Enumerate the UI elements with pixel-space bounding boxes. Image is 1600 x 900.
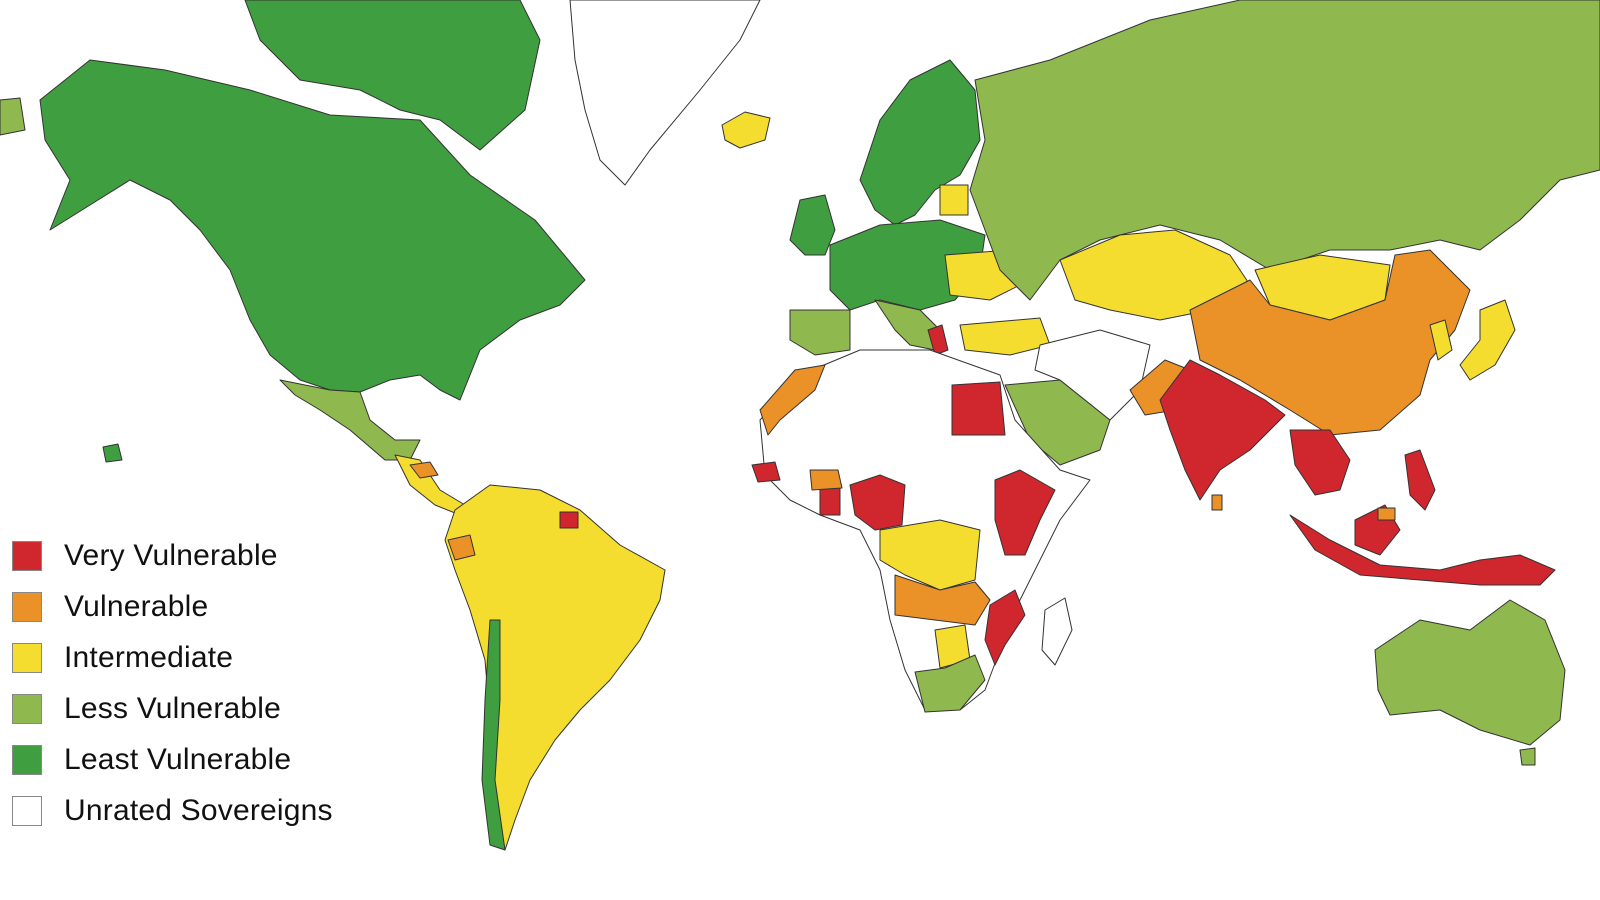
legend-label-less-vulnerable: Less Vulnerable: [64, 691, 282, 725]
region-middle-east-unrated: [1034, 329, 1151, 421]
region-south-africa: [914, 654, 986, 713]
region-greenland: [569, 0, 761, 186]
legend-label-vulnerable: Vulnerable: [64, 589, 209, 623]
region-chile: [481, 619, 506, 851]
legend-item-intermediate: Intermediate: [12, 632, 432, 683]
legend-item-very-vulnerable: Very Vulnerable: [12, 530, 432, 581]
region-australia: [1374, 599, 1566, 746]
region-uk: [789, 194, 836, 256]
region-nigeria: [849, 474, 906, 531]
legend-label-intermediate: Intermediate: [64, 640, 234, 674]
legend-item-least-vulnerable: Least Vulnerable: [12, 734, 432, 785]
region-southeast-asia: [1289, 429, 1351, 496]
legend-swatch-less-vulnerable: [12, 693, 42, 724]
region-baltics: [939, 184, 969, 216]
legend-swatch-intermediate: [12, 642, 42, 673]
region-malaysia: [1377, 507, 1396, 521]
legend-label-least-vulnerable: Least Vulnerable: [64, 742, 292, 776]
region-morocco: [759, 364, 826, 436]
region-canada-arctic: [244, 0, 541, 151]
region-nicaragua: [409, 461, 439, 479]
legend-item-unrated-sovereigns: Unrated Sovereigns: [12, 785, 432, 836]
region-central-africa: [879, 519, 981, 591]
region-mexico: [279, 379, 421, 461]
legend-swatch-unrated-sovereigns: [12, 795, 42, 826]
region-iceland: [721, 111, 771, 149]
region-angola-zambia: [894, 574, 991, 626]
region-sri-lanka: [1211, 494, 1223, 511]
region-indonesia: [1289, 514, 1556, 586]
region-hawaii: [102, 443, 123, 463]
legend-swatch-vulnerable: [12, 591, 42, 622]
region-tasmania: [1519, 747, 1536, 766]
legend-item-vulnerable: Vulnerable: [12, 581, 432, 632]
region-western-europe: [829, 219, 986, 311]
region-india: [1159, 359, 1286, 501]
legend-label-unrated-sovereigns: Unrated Sovereigns: [64, 793, 333, 827]
region-alaska-tip: [0, 97, 26, 136]
region-russia: [969, 0, 1600, 301]
legend-swatch-very-vulnerable: [12, 540, 42, 571]
region-iberia: [789, 309, 851, 356]
region-scandinavia: [859, 59, 981, 226]
region-ecuador: [447, 534, 476, 561]
region-greece: [927, 324, 949, 356]
region-japan: [1459, 299, 1516, 381]
legend-item-less-vulnerable: Less Vulnerable: [12, 683, 432, 734]
legend-swatch-least-vulnerable: [12, 744, 42, 775]
region-ghana: [809, 469, 843, 491]
region-north-america: [39, 59, 586, 401]
region-ethiopia: [994, 469, 1056, 556]
region-china: [1189, 249, 1471, 436]
region-south-america: [444, 484, 666, 851]
legend-label-very-vulnerable: Very Vulnerable: [64, 538, 278, 572]
region-suriname: [559, 511, 579, 529]
map-legend: Very Vulnerable Vulnerable Intermediate …: [12, 530, 432, 836]
region-madagascar: [1041, 597, 1073, 666]
region-korea: [1429, 319, 1453, 361]
region-senegal: [751, 461, 781, 483]
region-turkey: [959, 317, 1051, 356]
region-mozambique: [984, 589, 1026, 666]
region-egypt: [951, 381, 1006, 436]
region-philippines: [1404, 449, 1436, 511]
